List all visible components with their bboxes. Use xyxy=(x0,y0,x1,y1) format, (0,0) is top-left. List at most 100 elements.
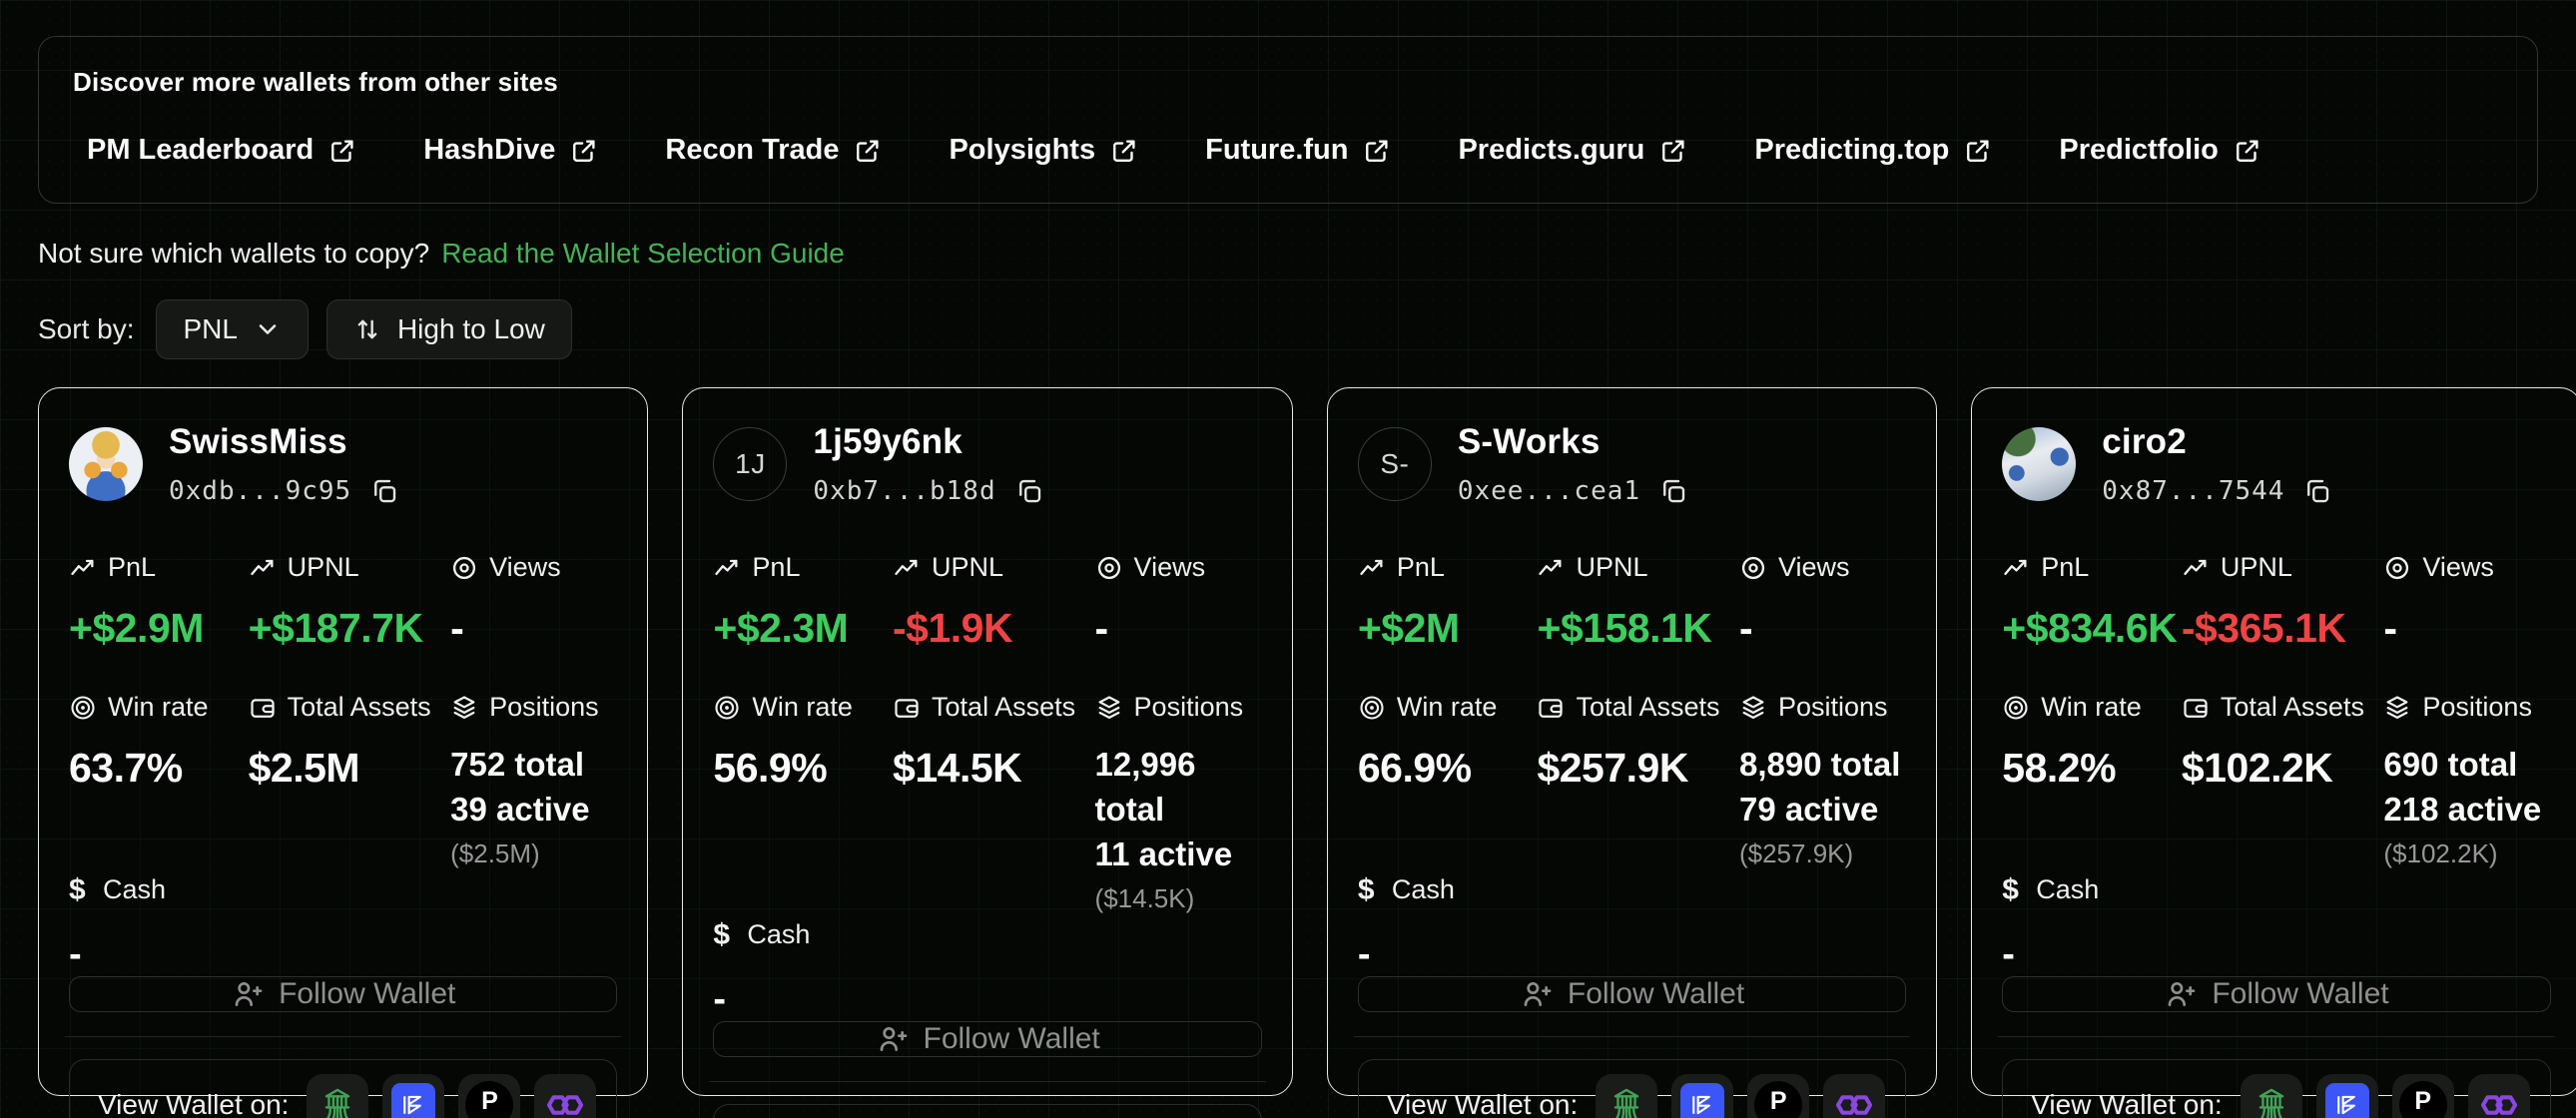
discover-links: PM Leaderboard HashDive Recon Trade Poly… xyxy=(87,134,2503,167)
stat-total-assets-label-row: Total Assets xyxy=(249,692,451,723)
stat-upnl-label-row: UPNL xyxy=(1537,552,1739,583)
wallet-identity: S-Works 0xee...cea1 xyxy=(1458,422,1688,506)
stat-total-assets-label: Total Assets xyxy=(932,692,1076,722)
discover-site-link[interactable]: Polysights xyxy=(949,134,1139,167)
wallet-cards-grid: SwissMiss 0xdb...9c95 PnL +$2.9M xyxy=(38,387,2576,1118)
external-link-icon xyxy=(1366,139,1389,162)
copy-address-button[interactable] xyxy=(1658,476,1688,506)
polygon-site-button[interactable] xyxy=(2467,1073,2530,1118)
discover-site-link[interactable]: Predictfolio xyxy=(2059,134,2262,167)
cash-value: - xyxy=(69,932,82,975)
wallet-card-header: S- S-Works 0xee...cea1 xyxy=(1357,422,1906,506)
site-buttons: P xyxy=(2240,1073,2530,1118)
discover-site-label: Predicting.top xyxy=(1754,134,1950,166)
stat-upnl: UPNL +$187.7K xyxy=(249,552,451,692)
wallet-address: 0x87...7544 xyxy=(2102,476,2285,506)
polymarket-analytics-icon: P xyxy=(1754,1080,1803,1118)
polymarket-analytics-site-button[interactable]: P xyxy=(1747,1073,1810,1118)
wallet-icon xyxy=(895,698,919,718)
person-plus-icon xyxy=(880,1026,907,1051)
wallet-name: ciro2 xyxy=(2102,422,2187,461)
polymarket-analytics-icon: P xyxy=(465,1080,514,1118)
trend-up-icon xyxy=(1360,559,1383,575)
discover-site-link[interactable]: Future.fun xyxy=(1205,134,1392,167)
avatar xyxy=(69,427,143,501)
wallet-card-header: ciro2 0x87...7544 xyxy=(2002,422,2550,506)
stat-total-assets: Total Assets $14.5K xyxy=(893,692,1095,914)
sort-direction-button[interactable]: High to Low xyxy=(325,299,572,359)
bank-roots-icon xyxy=(325,1088,350,1118)
cash-value: - xyxy=(1357,932,1371,975)
win-rate-value: 66.9% xyxy=(1357,745,1472,791)
wallet-selection-guide-link[interactable]: Read the Wallet Selection Guide xyxy=(441,238,845,269)
discover-site-link[interactable]: Predicts.guru xyxy=(1458,134,1688,167)
wallet-icon xyxy=(1539,698,1564,718)
stat-upnl-label: UPNL xyxy=(1576,552,1648,582)
zerion-site-button[interactable] xyxy=(2315,1073,2378,1118)
stat-win-rate: Win rate 66.9% xyxy=(1358,692,1538,869)
sort-by-label: Sort by: xyxy=(38,313,135,344)
layers-icon xyxy=(1098,695,1119,719)
wallet-address-row: 0xdb...9c95 xyxy=(169,476,399,506)
person-plus-icon xyxy=(235,981,263,1006)
stat-win-rate-label: Win rate xyxy=(752,692,853,722)
zerion-site-button[interactable] xyxy=(382,1073,445,1118)
external-link-icon xyxy=(857,139,880,162)
wallet-name: S-Works xyxy=(1457,422,1601,461)
trend-up-icon xyxy=(250,559,274,575)
follow-wallet-label: Follow Wallet xyxy=(2212,976,2389,1010)
polygon-site-button[interactable] xyxy=(1823,1073,1886,1118)
stat-pnl-label: PnL xyxy=(2041,552,2090,582)
stat-upnl: UPNL +$158.1K xyxy=(1537,552,1739,692)
polymarket-analytics-site-button[interactable]: P xyxy=(458,1073,521,1118)
discover-panel: Discover more wallets from other sites P… xyxy=(38,36,2538,204)
copy-address-button[interactable] xyxy=(369,476,399,506)
polymarket-analytics-site-button[interactable]: P xyxy=(2391,1073,2454,1118)
external-link-icon xyxy=(573,139,595,162)
view-wallet-label: View Wallet on: xyxy=(2031,1088,2223,1118)
discover-site-label: Predictfolio xyxy=(2059,134,2219,166)
stat-positions-label: Positions xyxy=(1777,692,1888,722)
discover-site-link[interactable]: Recon Trade xyxy=(665,134,883,167)
wallet-card: S- S-Works 0xee...cea1 PnL +$2M xyxy=(1326,387,1938,1118)
positions-amount: ($257.9K) xyxy=(1738,838,1854,868)
follow-wallet-button[interactable]: Follow Wallet xyxy=(2002,975,2551,1012)
dollar-icon: $ xyxy=(713,917,731,951)
stat-total-assets-label: Total Assets xyxy=(287,692,431,722)
copy-address-button[interactable] xyxy=(1014,476,1044,506)
positions-total: 12,996 total xyxy=(1094,746,1196,828)
bank-roots-site-button[interactable] xyxy=(2240,1073,2302,1118)
stat-cash: $ Cash - xyxy=(2002,873,2550,976)
follow-wallet-button[interactable]: Follow Wallet xyxy=(1357,975,1907,1012)
discover-site-link[interactable]: Predicting.top xyxy=(1754,134,1993,167)
view-wallet-label: View Wallet on: xyxy=(98,1088,290,1118)
discover-site-link[interactable]: HashDive xyxy=(423,134,599,167)
sort-field-dropdown[interactable]: PNL xyxy=(156,299,309,359)
bank-roots-site-button[interactable] xyxy=(1596,1073,1658,1118)
view-wallet-row: View Wallet on: P xyxy=(69,1058,618,1118)
guide-line: Not sure which wallets to copy? Read the… xyxy=(38,238,2538,270)
follow-wallet-button[interactable]: Follow Wallet xyxy=(713,1020,1262,1057)
follow-wallet-button[interactable]: Follow Wallet xyxy=(69,975,618,1012)
target-icon xyxy=(715,695,739,720)
stat-pnl-label-row: PnL xyxy=(713,552,893,583)
stat-pnl: PnL +$2M xyxy=(1358,552,1538,692)
wallet-address: 0xdb...9c95 xyxy=(169,476,352,506)
stat-total-assets: Total Assets $2.5M xyxy=(249,692,451,869)
cash-label-row: $ Cash xyxy=(713,918,1261,952)
views-value: - xyxy=(450,605,464,651)
stat-win-rate-label-row: Win rate xyxy=(2002,692,2182,723)
copy-address-button[interactable] xyxy=(2302,476,2332,506)
external-link-icon xyxy=(331,139,353,162)
discover-site-label: Recon Trade xyxy=(665,134,840,166)
stat-positions-label: Positions xyxy=(489,692,599,722)
bank-roots-site-button[interactable] xyxy=(307,1073,369,1118)
stat-total-assets-label-row: Total Assets xyxy=(1537,692,1739,723)
layers-icon xyxy=(1742,695,1764,719)
stat-positions-label: Positions xyxy=(1133,692,1244,722)
stat-total-assets: Total Assets $102.2K xyxy=(2182,692,2384,869)
discover-site-link[interactable]: PM Leaderboard xyxy=(87,134,357,167)
zerion-site-button[interactable] xyxy=(1671,1073,1734,1118)
stat-win-rate: Win rate 63.7% xyxy=(69,692,249,869)
polygon-site-button[interactable] xyxy=(534,1073,597,1118)
